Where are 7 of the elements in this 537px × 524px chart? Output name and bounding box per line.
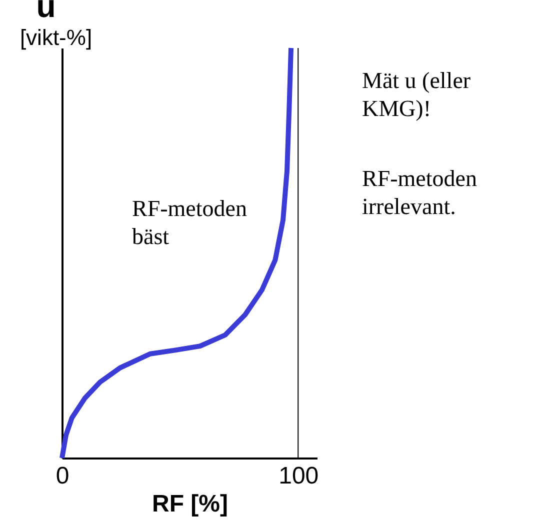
y-axis-title: u [vikt-%] bbox=[20, 0, 92, 50]
text: Mät u (eller KMG)! bbox=[362, 68, 471, 121]
x-tick-label: 0 bbox=[56, 462, 70, 490]
x-tick-label: 100 bbox=[278, 462, 319, 490]
text: RF-metoden irrelevant. bbox=[362, 166, 478, 219]
annotation: RF-metoden bäst bbox=[132, 196, 248, 249]
x-axis-title: RF [%] bbox=[152, 490, 228, 518]
